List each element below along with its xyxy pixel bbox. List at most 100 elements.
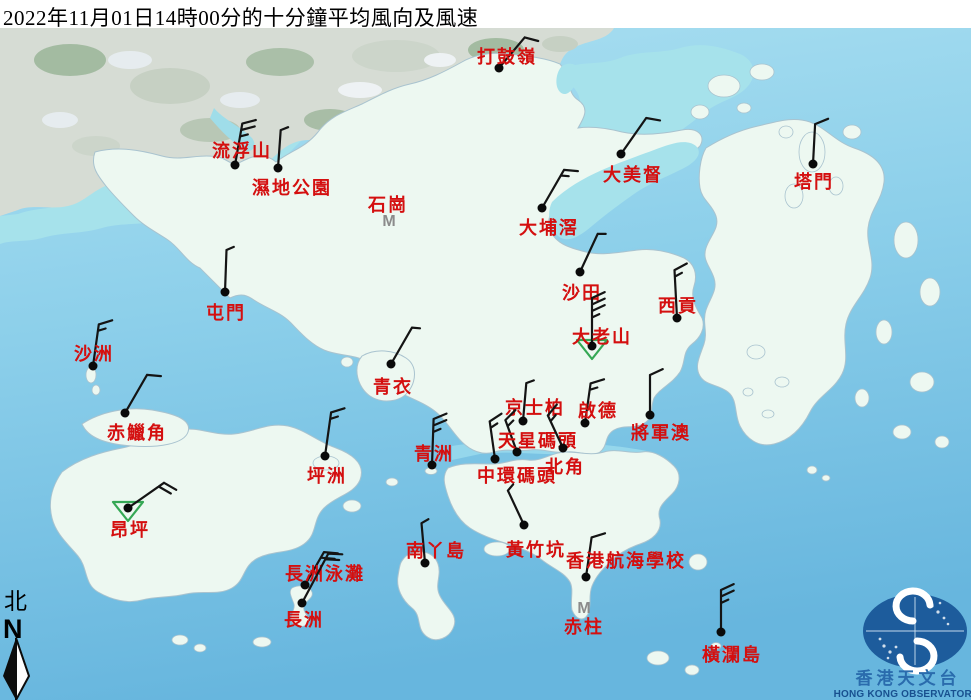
- station-hk-sea-school: 香港航海學校: [565, 532, 684, 582]
- wind-barb: [123, 373, 162, 415]
- hong-kong-land: [49, 52, 950, 676]
- station-cheung-chau-beach: 長洲泳灘: [285, 551, 363, 590]
- wind-barb: [546, 403, 565, 450]
- station-label: 流浮山: [212, 140, 272, 161]
- station-label: 坪洲: [307, 466, 347, 486]
- ne-islet-2: [842, 124, 862, 140]
- logo-swirl-top: [892, 587, 934, 625]
- station-label: 京士柏: [505, 397, 565, 418]
- station-tap-mun: 塔門: [794, 117, 834, 192]
- station-label: 北角: [545, 456, 585, 477]
- station-tates-cairn: 大老山: [572, 291, 630, 361]
- ne-islet-3: [778, 125, 794, 139]
- kau-yi-chau: [385, 477, 399, 487]
- new-territories: [92, 52, 704, 455]
- station-label: 啟德: [578, 400, 618, 421]
- wind-barb: [430, 412, 448, 467]
- station-dot: [808, 159, 818, 169]
- east-islet-7: [934, 435, 950, 449]
- wind-barb: [590, 291, 606, 348]
- station-dot: [123, 503, 133, 513]
- east-islet-3: [875, 319, 893, 345]
- east-islet-1: [893, 221, 919, 259]
- station-waglan-island: 橫瀾島: [702, 583, 760, 665]
- station-tuen-mun: 屯門: [206, 245, 244, 323]
- tolo-harbour: [549, 142, 699, 240]
- ne-islet-4: [749, 63, 775, 81]
- station-cheung-chau: 長洲: [284, 552, 344, 630]
- sai-kung-peninsula: [697, 119, 885, 446]
- station-kai-tak: 啟德: [578, 378, 618, 428]
- wind-barb: [126, 481, 178, 510]
- station-label: 塔門: [794, 171, 834, 192]
- north-label-en: N: [3, 614, 23, 644]
- north-label-zh: 北: [4, 589, 27, 614]
- wind-barb: [619, 116, 662, 156]
- crooked-island: [707, 74, 741, 98]
- wind-barb: [648, 368, 664, 417]
- station-dot: [88, 361, 98, 371]
- station-ta-kwu-ling: 打鼓嶺: [477, 36, 540, 73]
- station-dot: [519, 520, 529, 530]
- station-peng-chau: 坪洲: [307, 407, 347, 486]
- hko-logo: 香港天文台 HONG KONG OBSERVATORY: [834, 587, 971, 700]
- shek-kwu-chau: [252, 636, 272, 648]
- station-stanley: M赤柱: [564, 600, 602, 637]
- wind-barb: [488, 412, 503, 461]
- hilltop-triangle: [111, 500, 145, 523]
- station-dot: [490, 454, 500, 464]
- station-label: 濕地公園: [252, 177, 332, 198]
- station-dot: [320, 451, 330, 461]
- station-sha-tin: 沙田: [562, 232, 607, 303]
- north-indicator: 北 N: [3, 589, 31, 700]
- station-tai-mei-tuk: 大美督: [603, 116, 662, 185]
- tap-mun-island: [798, 131, 826, 173]
- map-title-bar: 2022年11月01日14時00分的十分鐘平均風向及風速: [0, 0, 971, 30]
- station-dot: [120, 408, 130, 418]
- ne-islet-5: [690, 104, 710, 120]
- station-label: 南丫島: [406, 540, 466, 561]
- east-islet-4: [909, 371, 935, 393]
- station-dot: [220, 287, 230, 297]
- station-north-point: 北角: [545, 403, 585, 477]
- station-central-pier: 中環碼頭: [477, 412, 557, 486]
- station-ngong-ping: 昂坪: [110, 481, 178, 540]
- soko-islet-1: [171, 634, 189, 646]
- station-dot: [537, 203, 547, 213]
- station-label: 將軍澳: [631, 422, 691, 443]
- po-toi-islet: [684, 664, 700, 676]
- wind-barb: [276, 126, 290, 170]
- station-wetland-park: 濕地公園: [252, 126, 332, 198]
- starling-inlet: [556, 63, 579, 95]
- wind-barb: [389, 326, 422, 366]
- hei-ling-chau: [342, 499, 362, 513]
- station-label: 大埔滘: [519, 217, 579, 238]
- wind-barb: [811, 117, 830, 166]
- station-label: 黃竹坑: [505, 539, 566, 560]
- station-dot: [230, 160, 240, 170]
- station-green-island: 青洲: [414, 412, 452, 470]
- station-sha-chau: 沙洲: [74, 319, 114, 371]
- station-wong-chuk-hang: 黃竹坑: [505, 483, 566, 560]
- inland-waters: [549, 63, 699, 240]
- station-sai-kung: 西貢: [658, 262, 698, 323]
- grass-island: [784, 183, 804, 209]
- wind-barb: [583, 378, 606, 425]
- logo-swirl-bottom: [896, 637, 938, 675]
- station-dot: [672, 313, 682, 323]
- station-dot: [575, 267, 585, 277]
- station-label: 長洲: [284, 610, 324, 630]
- ma-wan: [340, 356, 354, 368]
- station-label: 中環碼頭: [477, 465, 557, 486]
- ne-islet-1: [828, 176, 844, 196]
- station-dot: [580, 418, 590, 428]
- station-lau-fau-shan: 流浮山: [212, 118, 272, 170]
- wind-barb: [673, 262, 688, 320]
- compass-needle-left: [3, 638, 16, 700]
- station-dot: [645, 410, 655, 420]
- wind-barb: [506, 483, 526, 527]
- station-dot: [386, 359, 396, 369]
- station-label: 西貢: [658, 296, 698, 316]
- station-label: 昂坪: [110, 520, 150, 540]
